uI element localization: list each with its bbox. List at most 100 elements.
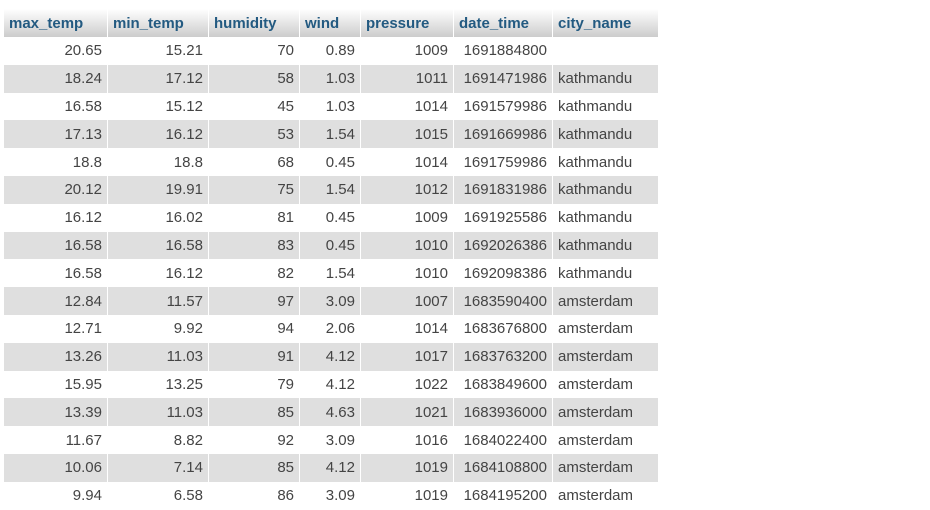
min-temp-cell: 11.03	[108, 342, 209, 371]
pressure-cell: 1014	[361, 148, 454, 176]
city-name-cell: kathmandu	[553, 203, 658, 232]
min-temp-cell: 11.03	[108, 398, 209, 427]
date-time-cell: 1692098386	[454, 259, 553, 288]
pressure-cell: 1019	[361, 453, 454, 482]
date-time-cell: 1684108800	[454, 453, 553, 482]
table-row[interactable]: 16.58 16.12 82 1.54 1010 1692098386 kathmandu	[4, 259, 658, 288]
max-temp-cell: 12.71	[4, 314, 108, 343]
max-temp-cell: 11.67	[4, 426, 108, 454]
table-row[interactable]: 16.58 15.12 45 1.03 1014 1691579986 kathmandu	[4, 92, 658, 121]
column-header-date-time[interactable]: date_time	[454, 9, 553, 37]
results-table: max_temp min_temp humidity wind pressure…	[4, 9, 658, 510]
table-row[interactable]: 18.8 18.8 68 0.45 1014 1691759986 kathmandu	[4, 148, 658, 176]
city-name-cell: amsterdam	[553, 481, 658, 510]
date-time-cell: 1691884800	[454, 37, 553, 65]
city-name-cell: kathmandu	[553, 175, 658, 204]
humidity-cell: 86	[209, 481, 300, 510]
table-row[interactable]: 13.26 11.03 91 4.12 1017 1683763200 amsterdam	[4, 342, 658, 371]
max-temp-cell: 20.12	[4, 175, 108, 204]
min-temp-cell: 7.14	[108, 453, 209, 482]
date-time-cell: 1683763200	[454, 342, 553, 371]
table-row[interactable]: 9.94 6.58 86 3.09 1019 1684195200 amsterdam	[4, 481, 658, 510]
min-temp-cell: 16.58	[108, 231, 209, 260]
date-time-cell: 1691471986	[454, 64, 553, 93]
wind-cell: 0.45	[300, 231, 361, 260]
pressure-cell: 1010	[361, 259, 454, 288]
table-row[interactable]: 12.71 9.92 94 2.06 1014 1683676800 amsterdam	[4, 314, 658, 343]
wind-cell: 4.12	[300, 453, 361, 482]
table-row[interactable]: 10.06 7.14 85 4.12 1019 1684108800 amsterdam	[4, 453, 658, 482]
humidity-cell: 68	[209, 148, 300, 176]
column-header-city-name[interactable]: city_name	[553, 9, 658, 37]
table-row[interactable]: 17.13 16.12 53 1.54 1015 1691669986 kathmandu	[4, 120, 658, 149]
date-time-cell: 1691759986	[454, 148, 553, 176]
min-temp-cell: 17.12	[108, 64, 209, 93]
pressure-cell: 1014	[361, 92, 454, 121]
date-time-cell: 1683676800	[454, 314, 553, 343]
city-name-cell: kathmandu	[553, 120, 658, 149]
column-header-wind[interactable]: wind	[300, 9, 361, 37]
table-row[interactable]: 12.84 11.57 97 3.09 1007 1683590400 amsterdam	[4, 287, 658, 315]
max-temp-cell: 13.26	[4, 342, 108, 371]
max-temp-cell: 16.58	[4, 259, 108, 288]
table-row[interactable]: 18.24 17.12 58 1.03 1011 1691471986 kathmandu	[4, 64, 658, 93]
city-name-cell: amsterdam	[553, 342, 658, 371]
pressure-cell: 1009	[361, 203, 454, 232]
humidity-cell: 75	[209, 175, 300, 204]
wind-cell: 1.54	[300, 259, 361, 288]
wind-cell: 1.54	[300, 175, 361, 204]
table-row[interactable]: 16.58 16.58 83 0.45 1010 1692026386 kathmandu	[4, 231, 658, 260]
table-row[interactable]: 20.65 15.21 70 0.89 1009 1691884800	[4, 37, 658, 65]
pressure-cell: 1012	[361, 175, 454, 204]
min-temp-cell: 19.91	[108, 175, 209, 204]
wind-cell: 4.12	[300, 370, 361, 399]
date-time-cell: 1691669986	[454, 120, 553, 149]
date-time-cell: 1691925586	[454, 203, 553, 232]
humidity-cell: 94	[209, 314, 300, 343]
column-header-pressure[interactable]: pressure	[361, 9, 454, 37]
max-temp-cell: 9.94	[4, 481, 108, 510]
column-header-min-temp[interactable]: min_temp	[108, 9, 209, 37]
max-temp-cell: 16.12	[4, 203, 108, 232]
max-temp-cell: 16.58	[4, 92, 108, 121]
table-row[interactable]: 20.12 19.91 75 1.54 1012 1691831986 kathmandu	[4, 175, 658, 204]
table-header: max_temp min_temp humidity wind pressure…	[4, 9, 658, 37]
date-time-cell: 1692026386	[454, 231, 553, 260]
table-row[interactable]: 15.95 13.25 79 4.12 1022 1683849600 amsterdam	[4, 370, 658, 399]
max-temp-cell: 13.39	[4, 398, 108, 427]
table-row[interactable]: 16.12 16.02 81 0.45 1009 1691925586 kathmandu	[4, 203, 658, 232]
date-time-cell: 1691579986	[454, 92, 553, 121]
wind-cell: 1.54	[300, 120, 361, 149]
date-time-cell: 1683936000	[454, 398, 553, 427]
table-row[interactable]: 13.39 11.03 85 4.63 1021 1683936000 amsterdam	[4, 398, 658, 427]
column-header-max-temp[interactable]: max_temp	[4, 9, 108, 37]
min-temp-cell: 11.57	[108, 287, 209, 315]
wind-cell: 2.06	[300, 314, 361, 343]
city-name-cell: kathmandu	[553, 231, 658, 260]
date-time-cell: 1683849600	[454, 370, 553, 399]
humidity-cell: 58	[209, 64, 300, 93]
min-temp-cell: 13.25	[108, 370, 209, 399]
humidity-cell: 70	[209, 37, 300, 65]
wind-cell: 0.89	[300, 37, 361, 65]
min-temp-cell: 16.12	[108, 259, 209, 288]
table-row[interactable]: 11.67 8.82 92 3.09 1016 1684022400 amsterdam	[4, 426, 658, 454]
pressure-cell: 1014	[361, 314, 454, 343]
wind-cell: 3.09	[300, 287, 361, 315]
max-temp-cell: 16.58	[4, 231, 108, 260]
city-name-cell: kathmandu	[553, 148, 658, 176]
max-temp-cell: 20.65	[4, 37, 108, 65]
pressure-cell: 1009	[361, 37, 454, 65]
table-body: 20.65 15.21 70 0.89 1009 1691884800 18.24 17.12…	[4, 37, 658, 510]
pressure-cell: 1011	[361, 64, 454, 93]
wind-cell: 0.45	[300, 203, 361, 232]
column-header-humidity[interactable]: humidity	[209, 9, 300, 37]
city-name-cell: kathmandu	[553, 64, 658, 93]
humidity-cell: 97	[209, 287, 300, 315]
city-name-cell: amsterdam	[553, 426, 658, 454]
wind-cell: 1.03	[300, 92, 361, 121]
wind-cell: 3.09	[300, 426, 361, 454]
max-temp-cell: 10.06	[4, 453, 108, 482]
min-temp-cell: 18.8	[108, 148, 209, 176]
pressure-cell: 1022	[361, 370, 454, 399]
